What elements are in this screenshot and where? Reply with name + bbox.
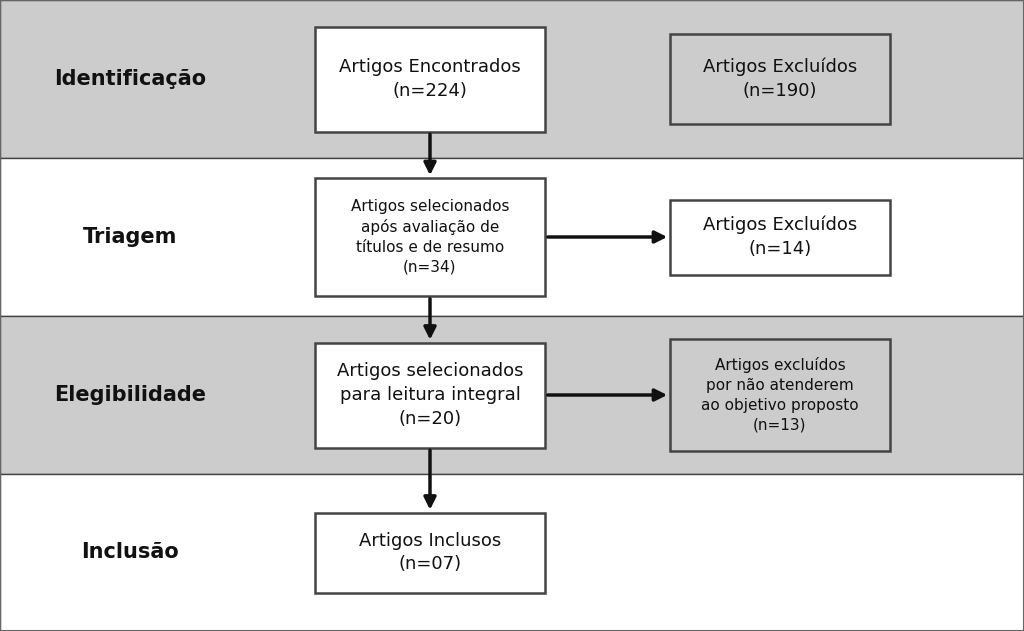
Bar [670,34,890,124]
Bar [315,512,545,593]
Text: Artigos excluídos
por não atenderem
ao objetivo proposto
(n=13): Artigos excluídos por não atenderem ao o… [701,357,859,433]
Text: Artigos Encontrados
(n=224): Artigos Encontrados (n=224) [339,58,521,100]
Text: Artigos selecionados
após avaliação de
títulos e de resumo
(n=34): Artigos selecionados após avaliação de t… [351,199,509,275]
Bar [0,316,1024,474]
Bar [315,343,545,447]
Text: Triagem: Triagem [83,227,177,247]
Text: Artigos selecionados
para leitura integral
(n=20): Artigos selecionados para leitura integr… [337,362,523,428]
Bar [315,178,545,296]
Text: Identificação: Identificação [54,69,206,89]
Text: Inclusão: Inclusão [81,543,179,562]
Bar [315,27,545,131]
Text: Artigos Excluídos
(n=190): Artigos Excluídos (n=190) [702,58,857,100]
Bar [0,158,1024,316]
Text: Artigos Excluídos
(n=14): Artigos Excluídos (n=14) [702,216,857,258]
Text: Elegibilidade: Elegibilidade [54,385,206,405]
Bar [670,199,890,274]
Text: Artigos Inclusos
(n=07): Artigos Inclusos (n=07) [358,532,501,574]
Bar [0,0,1024,158]
Bar [670,339,890,451]
Bar [0,474,1024,631]
